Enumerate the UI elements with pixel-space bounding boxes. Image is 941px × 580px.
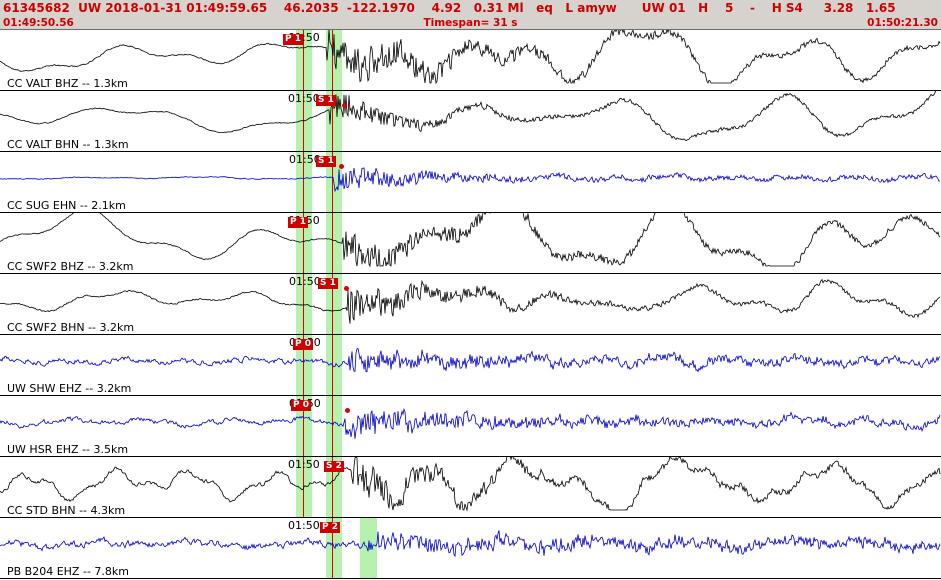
- event-summary-header: 61345682 UW 2018-01-31 01:49:59.65 46.20…: [0, 0, 941, 17]
- pick-flag[interactable]: P 1: [288, 217, 308, 228]
- trace-row[interactable]: 01:50 P 2 PB B204 EHZ -- 7.8km: [0, 518, 941, 579]
- waveform[interactable]: [0, 396, 941, 456]
- trace-row[interactable]: 01:50 S 1 CC SUG EHN -- 2.1km: [0, 152, 941, 213]
- trace-row[interactable]: 01:50 S 1 CC VALT BHN -- 1.3km: [0, 91, 941, 152]
- trace-row[interactable]: 01:50P 0UW SHW EHZ -- 3.2km: [0, 335, 941, 396]
- trace-row[interactable]: 01:50 S 1 CC SWF2 BHN -- 3.2km: [0, 274, 941, 335]
- trace-row[interactable]: 01:50 P 1 CC VALT BHZ -- 1.3km: [0, 30, 941, 91]
- waveform[interactable]: [0, 30, 941, 90]
- pick-flag[interactable]: P 0: [291, 400, 311, 411]
- trace-label: CC STD BHN -- 4.3km: [7, 504, 126, 517]
- trace-area: 01:50 P 1 CC VALT BHZ -- 1.3km 01:50 S 1 CC V…: [0, 30, 941, 580]
- trace-row[interactable]: 01:50 S 2 CC STD BHN -- 4.3km: [0, 457, 941, 518]
- pick-marker-icon: [345, 408, 350, 413]
- pick-flag[interactable]: S 1: [318, 278, 338, 289]
- waveform[interactable]: [0, 457, 941, 517]
- trace-row[interactable]: 01:50P 1CC SWF2 BHZ -- 3.2km: [0, 213, 941, 274]
- waveform[interactable]: [0, 335, 941, 395]
- window-end-time: 01:50:21.30: [867, 17, 938, 29]
- trace-label: CC VALT BHN -- 1.3km: [7, 138, 129, 151]
- waveform[interactable]: [0, 152, 941, 212]
- trace-time-label: 01:50: [288, 92, 320, 105]
- trace-time-label: 01:50: [289, 153, 321, 166]
- pick-flag[interactable]: S 2: [324, 461, 344, 472]
- trace-time-label: 01:50: [288, 458, 320, 471]
- pick-flag[interactable]: S 1: [316, 95, 336, 106]
- trace-label: UW SHW EHZ -- 3.2km: [7, 382, 132, 395]
- trace-label: PB B204 EHZ -- 7.8km: [7, 565, 129, 578]
- trace-row[interactable]: 01:50P 0UW HSR EHZ -- 3.5km: [0, 396, 941, 457]
- trace-time-label: 01:50: [289, 275, 321, 288]
- pick-window-band: [326, 30, 342, 579]
- trace-label: CC VALT BHZ -- 1.3km: [7, 77, 128, 90]
- trace-time-label: 01:50: [288, 519, 320, 532]
- trace-label: CC SUG EHN -- 2.1km: [7, 199, 126, 212]
- pick-window-band: [296, 30, 312, 518]
- window-start-time: 01:49:50.56: [3, 17, 74, 29]
- trace-label: CC SWF2 BHN -- 3.2km: [7, 321, 135, 334]
- pick-time-line: [332, 30, 333, 579]
- pick-marker-icon: [342, 103, 347, 108]
- waveform[interactable]: [0, 518, 941, 578]
- pick-flag[interactable]: P 2: [320, 522, 340, 533]
- pick-time-line: [303, 30, 304, 518]
- waveform[interactable]: [0, 274, 941, 334]
- waveform[interactable]: [0, 213, 941, 273]
- pick-marker-icon: [339, 164, 344, 169]
- pick-flag[interactable]: S 1: [316, 156, 336, 167]
- pick-marker-icon: [344, 286, 349, 291]
- trace-label: UW HSR EHZ -- 3.5km: [7, 443, 129, 456]
- timespan-label: Timespan= 31 s: [423, 17, 518, 29]
- waveform[interactable]: [0, 91, 941, 151]
- pick-flag[interactable]: P 1: [283, 34, 303, 45]
- pick-flag[interactable]: P 0: [293, 339, 313, 350]
- trace-label: CC SWF2 BHZ -- 3.2km: [7, 260, 134, 273]
- time-axis-header: 01:49:50.56 Timespan= 31 s 01:50:21.30: [0, 17, 941, 30]
